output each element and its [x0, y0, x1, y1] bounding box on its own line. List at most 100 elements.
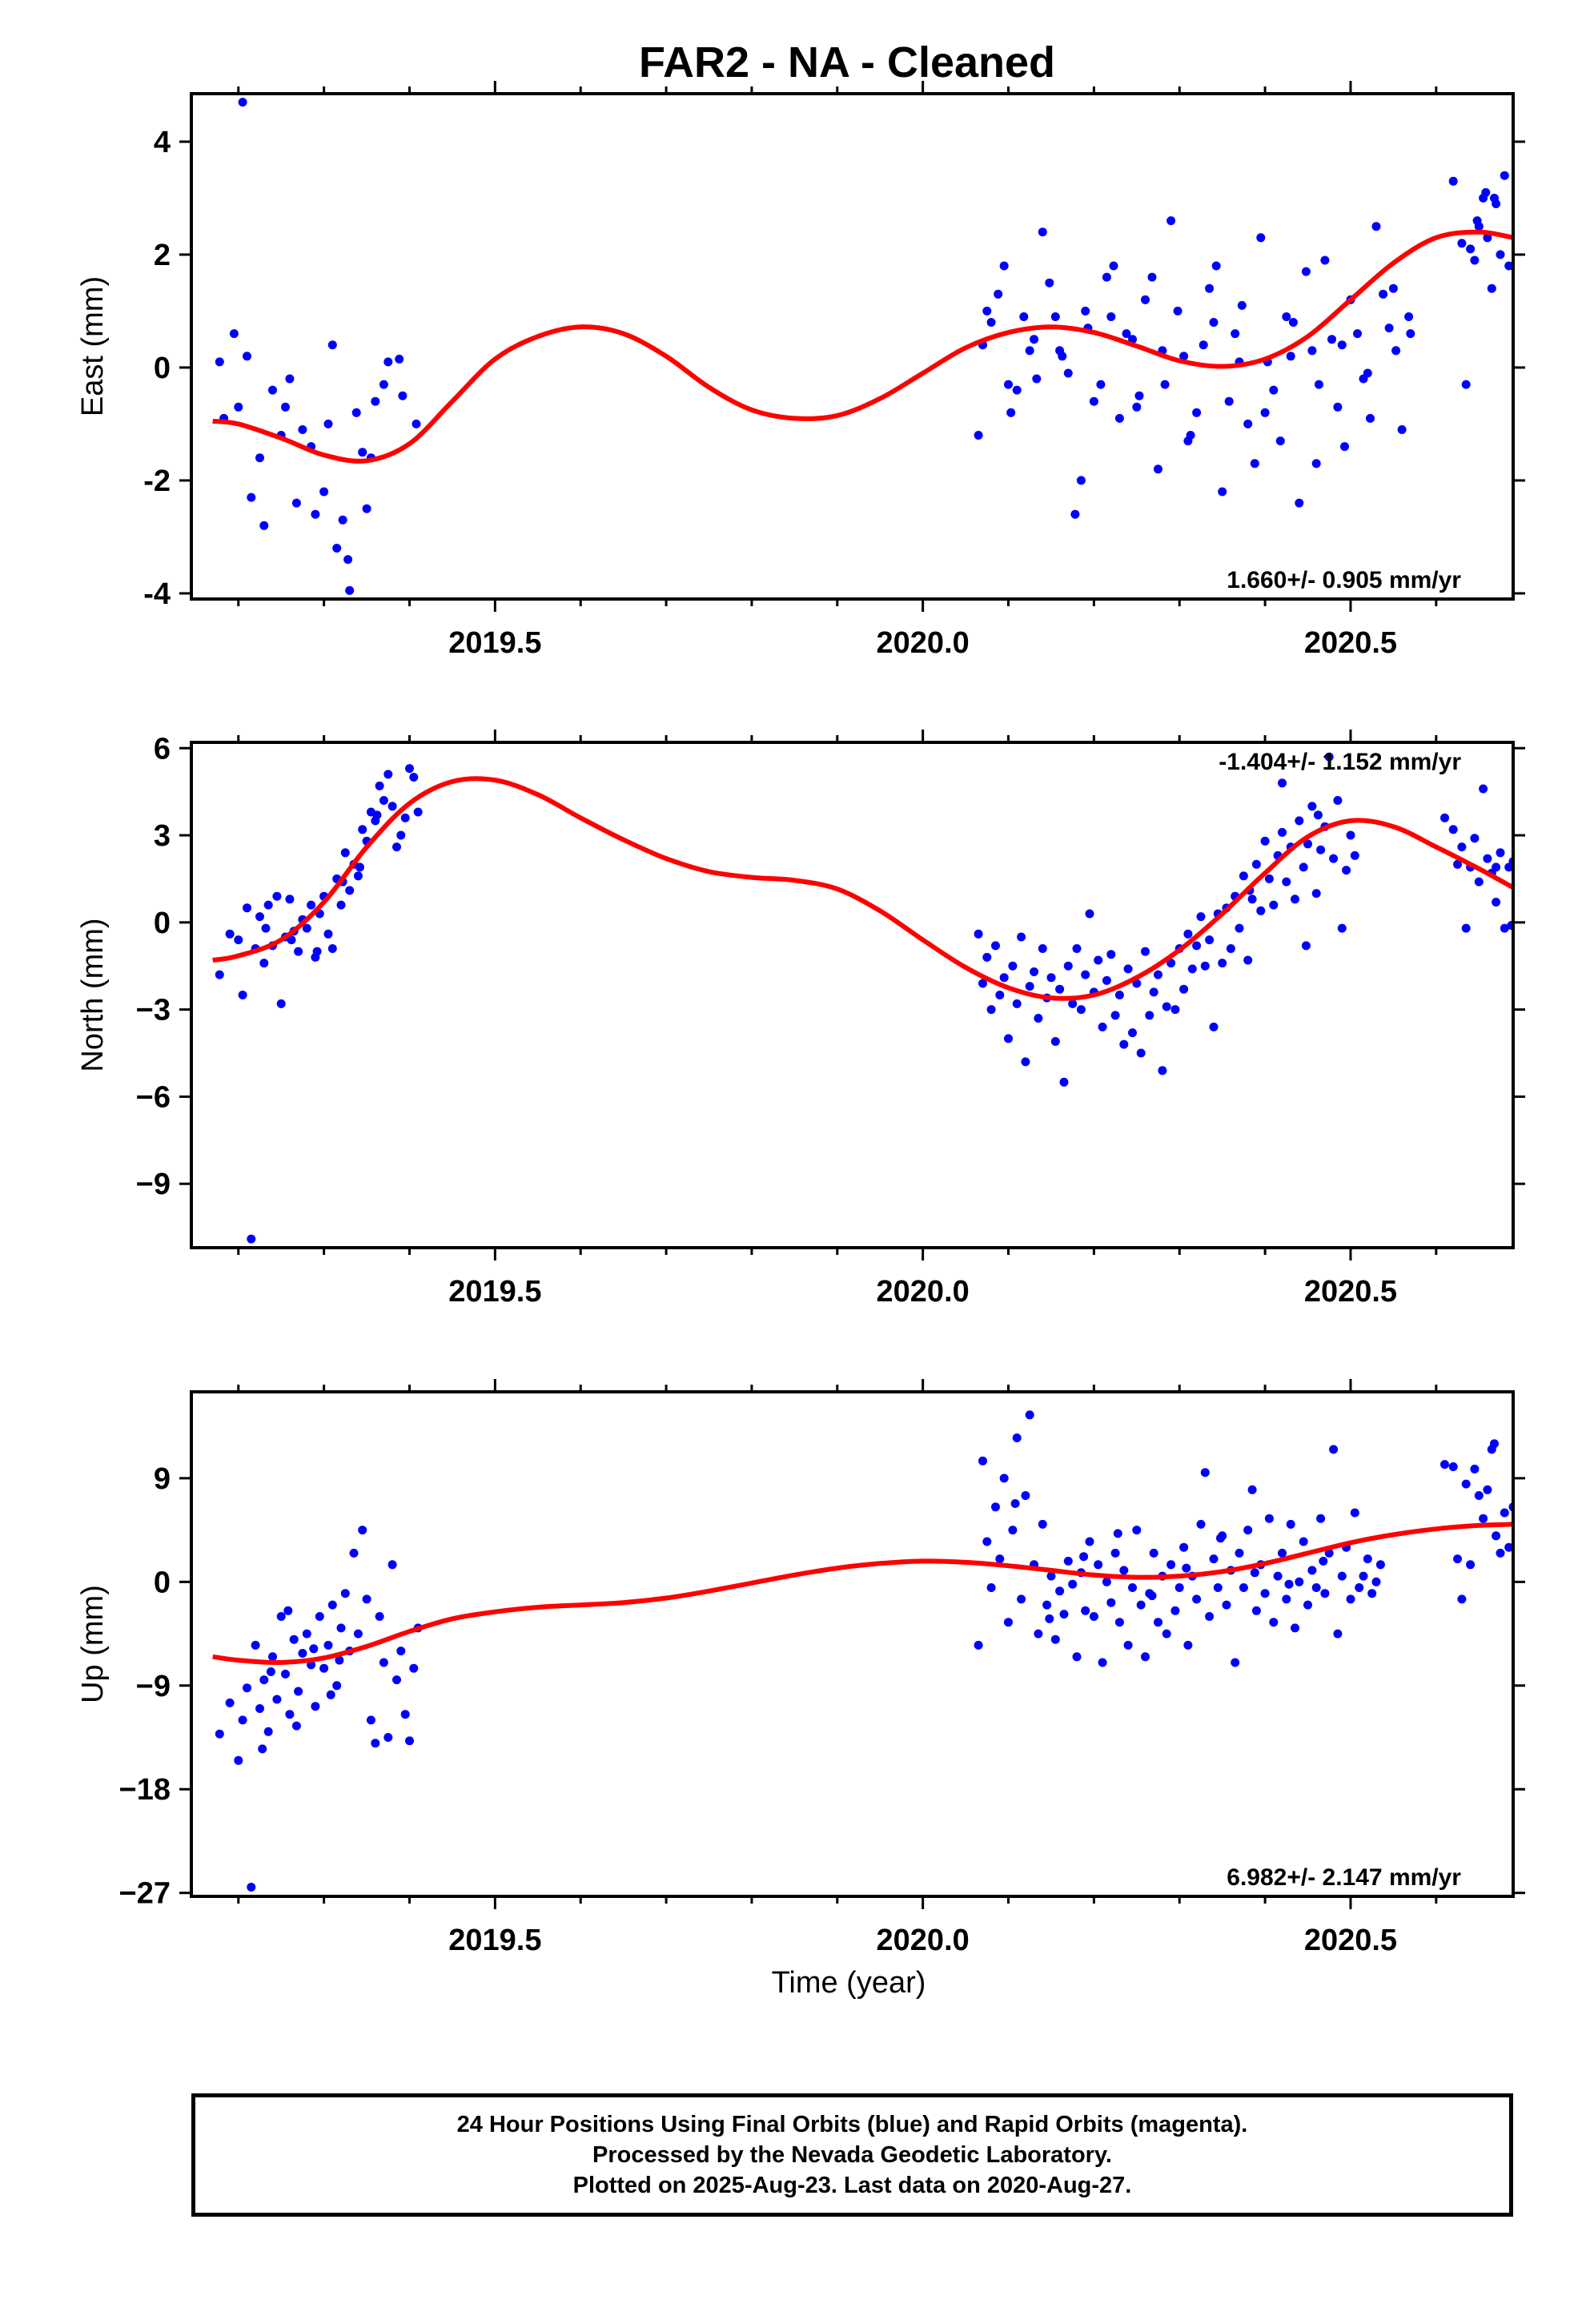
- data-point: [1183, 436, 1193, 446]
- data-point: [1278, 778, 1287, 788]
- data-point: [1311, 459, 1321, 468]
- data-point: [1136, 1600, 1146, 1610]
- data-point: [986, 1583, 996, 1592]
- x-tick-label: 2020.5: [1304, 1924, 1397, 1957]
- data-point: [1059, 1077, 1069, 1087]
- data-point: [1406, 329, 1415, 339]
- data-point: [1337, 340, 1347, 350]
- data-point: [1379, 289, 1388, 299]
- data-point: [991, 1502, 1000, 1512]
- data-point: [1496, 1548, 1505, 1558]
- data-points: [215, 752, 1513, 1244]
- data-point: [982, 306, 992, 316]
- data-point: [1479, 784, 1488, 794]
- data-point: [1109, 261, 1118, 271]
- data-point: [1307, 1566, 1317, 1575]
- data-point: [1008, 1526, 1018, 1535]
- data-point: [1316, 1514, 1326, 1523]
- data-point: [1307, 802, 1317, 811]
- data-point: [326, 1690, 335, 1699]
- data-point: [315, 1612, 324, 1621]
- data-point: [1470, 1464, 1480, 1474]
- data-point: [1474, 1491, 1484, 1500]
- y-tick-label: −18: [119, 1773, 171, 1807]
- y-tick-label: −6: [136, 1080, 171, 1114]
- data-point: [1192, 1594, 1202, 1604]
- data-point: [1275, 436, 1285, 446]
- data-point: [1123, 964, 1133, 974]
- data-point: [1269, 900, 1279, 910]
- data-point: [283, 1606, 293, 1615]
- data-point: [1278, 1548, 1287, 1558]
- data-point: [345, 585, 355, 595]
- data-point: [1282, 312, 1291, 321]
- data-point: [1196, 912, 1206, 922]
- y-tick-label: 3: [154, 819, 171, 853]
- data-point: [1457, 239, 1467, 248]
- data-point: [1329, 1445, 1339, 1454]
- data-point: [1154, 970, 1162, 979]
- data-point: [1314, 380, 1323, 389]
- data-point: [1119, 1566, 1129, 1575]
- data-point: [982, 952, 992, 962]
- x-tick-label: 2019.5: [448, 626, 541, 660]
- data-point: [1166, 1560, 1176, 1570]
- y-tick-label: −9: [136, 1670, 171, 1703]
- data-point: [1106, 1598, 1116, 1607]
- data-point: [1492, 1531, 1501, 1541]
- fit-curve: [212, 229, 1513, 464]
- data-point: [1342, 866, 1351, 875]
- data-point: [340, 848, 350, 858]
- data-point: [258, 1744, 267, 1754]
- data-point: [294, 947, 303, 956]
- y-tick-label: −27: [119, 1877, 171, 1911]
- data-point: [1375, 1560, 1385, 1570]
- data-point: [215, 1729, 224, 1739]
- data-point: [1102, 1577, 1111, 1586]
- data-point: [1282, 877, 1291, 887]
- data-point: [1063, 368, 1073, 378]
- y-tick-label: 2: [154, 239, 171, 272]
- data-point: [247, 1234, 256, 1244]
- data-point: [1102, 975, 1111, 985]
- data-point: [1313, 810, 1323, 820]
- data-point: [1474, 877, 1484, 887]
- data-point: [1366, 413, 1375, 423]
- data-point: [1355, 1583, 1364, 1592]
- data-point: [1132, 1526, 1142, 1535]
- data-point: [1209, 318, 1219, 327]
- data-point: [1106, 950, 1116, 959]
- data-point: [396, 830, 406, 840]
- data-point: [1288, 318, 1298, 327]
- data-point: [1453, 1554, 1462, 1564]
- data-point: [1260, 836, 1270, 846]
- x-tick-label: 2019.5: [448, 1275, 541, 1309]
- data-point: [413, 807, 423, 817]
- data-point: [1307, 346, 1317, 356]
- data-point: [379, 1658, 388, 1667]
- data-point: [986, 1005, 996, 1015]
- data-point: [1250, 1568, 1259, 1578]
- y-axis-label: North (mm): [76, 918, 110, 1072]
- data-point: [375, 1612, 384, 1621]
- data-points: [215, 98, 1513, 595]
- data-point: [400, 813, 410, 822]
- data-point: [1034, 1014, 1043, 1023]
- data-point: [1173, 306, 1182, 316]
- data-point: [1461, 1479, 1471, 1489]
- data-point: [225, 929, 235, 939]
- data-point: [1496, 848, 1505, 858]
- data-point: [1004, 1034, 1013, 1043]
- data-point: [234, 402, 243, 412]
- data-point: [1050, 1037, 1060, 1046]
- data-point: [1303, 839, 1312, 849]
- data-point: [1481, 187, 1491, 197]
- data-point: [1479, 1514, 1488, 1523]
- data-point: [1128, 1028, 1137, 1038]
- x-tick-label: 2020.0: [877, 1275, 970, 1309]
- data-point: [1327, 335, 1336, 344]
- data-point: [285, 374, 295, 384]
- data-point: [1192, 941, 1202, 951]
- data-point: [323, 929, 333, 939]
- data-point: [1243, 955, 1253, 965]
